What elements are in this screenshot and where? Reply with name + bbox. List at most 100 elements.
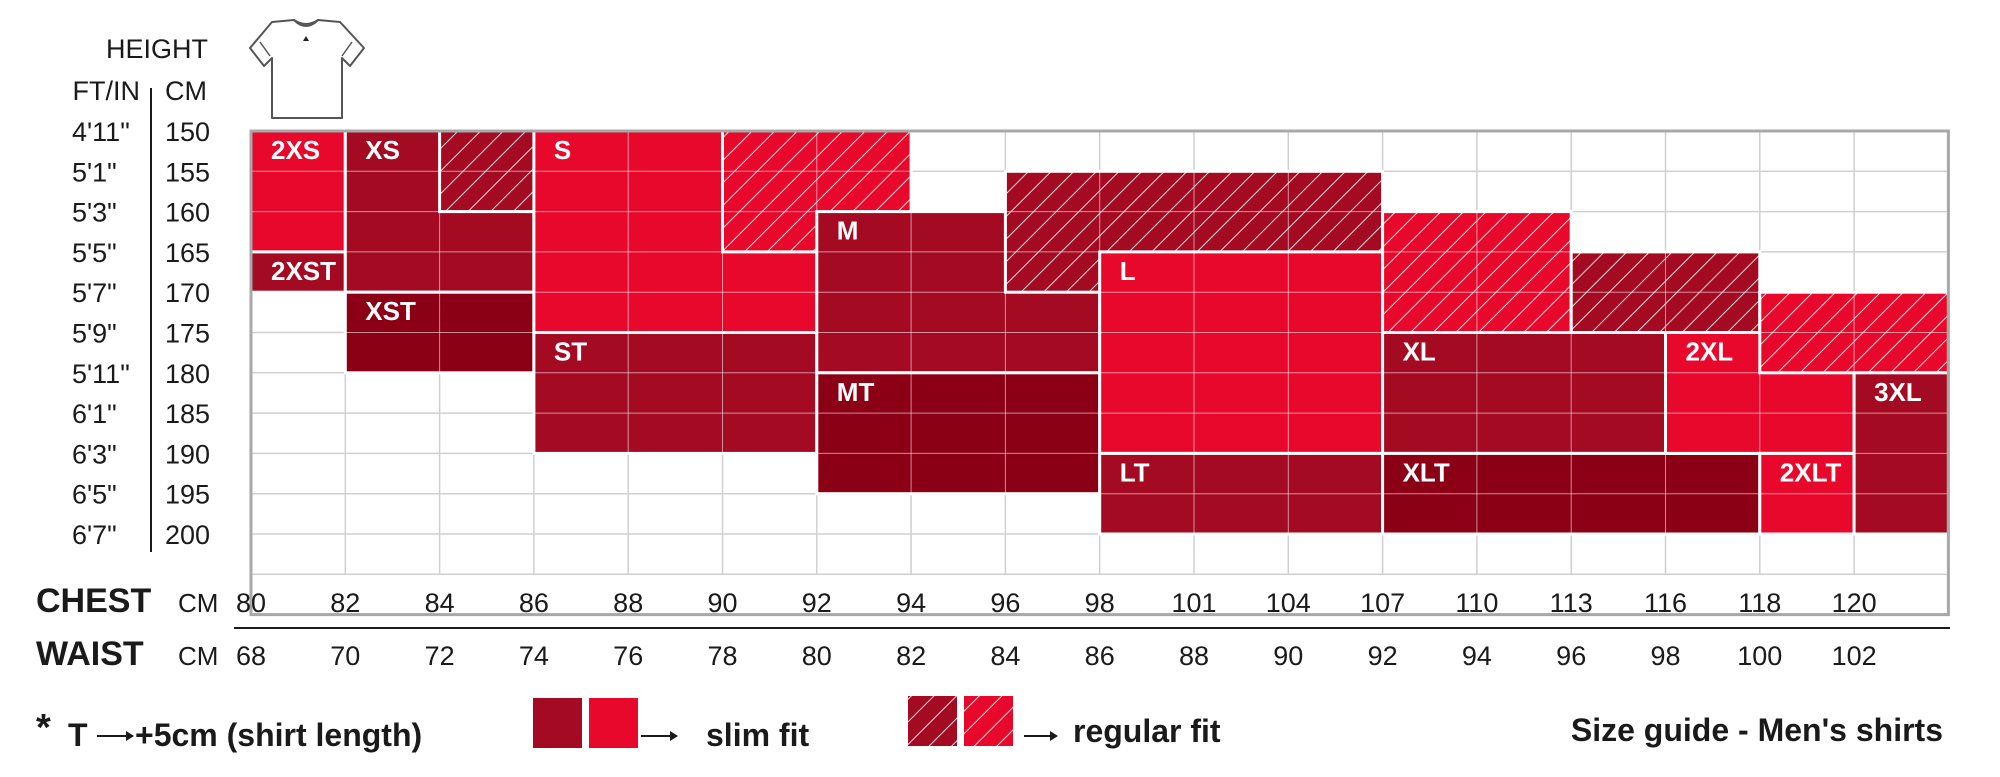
waist-tick-label: 74 <box>519 641 549 671</box>
height-ftin-label: 5'1" <box>72 157 117 187</box>
waist-tick-label: 88 <box>1179 641 1209 671</box>
size-label-st: ST <box>554 337 587 367</box>
height-cm-label: 160 <box>165 198 210 228</box>
legend-slim: slim fit <box>533 698 809 753</box>
chest-tick-label: 104 <box>1266 588 1311 618</box>
size-labels: 2XS 2XST XS XST S ST M MT L LT XL XLT 2XL 2XLT 3XL <box>271 135 1922 487</box>
waist-tick-label: 102 <box>1832 641 1877 671</box>
height-cm-label: 170 <box>165 278 210 308</box>
waist-tick-label: 96 <box>1556 641 1586 671</box>
chest-tick-label: 116 <box>1644 588 1687 618</box>
height-ftin-label: 6'5" <box>72 480 117 510</box>
size-block-xlt-slim <box>1381 451 1762 536</box>
height-cm-label: 185 <box>165 399 210 429</box>
shirt-icon <box>249 19 365 119</box>
size-label-l: L <box>1120 256 1136 286</box>
height-ftin-label: 5'7" <box>72 278 117 308</box>
chest-tick-label: 120 <box>1832 588 1877 618</box>
size-block-2xl-regular <box>1758 290 1950 375</box>
chest-tick-label: 84 <box>425 588 455 618</box>
waist-ticks: 68 70 72 74 76 78 80 82 84 86 88 90 92 94 96 98 100 102 <box>236 641 1877 671</box>
chest-label: CHEST <box>36 582 151 620</box>
size-label-2xst: 2XST <box>271 256 336 286</box>
height-labels: 4'11" 5'1" 5'3" 5'5" 5'7" 5'9" 5'11" 6'1" 6'3" 6'… <box>72 117 210 550</box>
waist-tick-label: 86 <box>1085 641 1115 671</box>
height-ftin-label: 5'5" <box>72 238 117 268</box>
height-ftin-label: 4'11" <box>72 117 130 147</box>
size-label-m: M <box>837 216 859 246</box>
chart-title: Size guide - Men's shirts <box>1571 712 1943 748</box>
height-ftin-label: 5'9" <box>72 319 117 349</box>
chest-tick-label: 98 <box>1085 588 1115 618</box>
waist-tick-label: 92 <box>1368 641 1398 671</box>
legend-slim-dark-swatch <box>533 698 582 748</box>
height-cm-label: 155 <box>165 157 210 187</box>
chest-tick-label: 88 <box>613 588 643 618</box>
size-block-l-slim <box>1098 250 1385 455</box>
chest-tick-label: 118 <box>1738 588 1781 618</box>
size-label-2xl: 2XL <box>1686 337 1734 367</box>
height-ftin-label: 6'7" <box>72 520 117 550</box>
size-label-lt: LT <box>1120 457 1150 487</box>
waist-tick-label: 84 <box>990 641 1020 671</box>
size-block-l-regular <box>1381 210 1573 335</box>
legend-regular: regular fit <box>908 696 1221 749</box>
waist-label: WAIST <box>36 635 144 673</box>
chart-frame <box>249 129 1950 617</box>
height-cm-label: 195 <box>165 480 210 510</box>
height-ftin-label: 6'3" <box>72 439 117 469</box>
height-ftin-label: 5'11" <box>72 359 130 389</box>
size-block-2xlt-slim <box>1758 451 1856 536</box>
size-block-lt-slim <box>1098 451 1385 536</box>
chest-tick-label: 101 <box>1171 588 1216 618</box>
size-label-mt: MT <box>837 377 875 407</box>
waist-tick-label: 70 <box>330 641 360 671</box>
waist-tick-label: 80 <box>802 641 832 671</box>
height-cm-label: 190 <box>165 439 210 469</box>
height-cm-label: 150 <box>165 117 210 147</box>
arrow-icon <box>1024 731 1058 741</box>
height-cm-label: 175 <box>165 319 210 349</box>
arrow-icon <box>641 731 678 741</box>
waist-tick-label: 90 <box>1273 641 1303 671</box>
size-block-3xl-slim <box>1852 371 1950 536</box>
chest-tick-label: 110 <box>1455 588 1498 618</box>
size-label-xl: XL <box>1403 337 1436 367</box>
size-block-xl-regular <box>1569 250 1762 334</box>
waist-tick-label: 100 <box>1737 641 1782 671</box>
height-cm-label: 165 <box>165 238 210 268</box>
height-header: HEIGHT <box>106 34 208 64</box>
size-block-xl-slim <box>1381 331 1667 455</box>
chest-unit: CM <box>178 588 218 618</box>
chest-tick-label: 107 <box>1360 588 1405 618</box>
chest-tick-label: 80 <box>236 588 266 618</box>
size-blocks <box>249 129 1950 536</box>
note-text: +5cm (shirt length) <box>135 717 422 753</box>
height-cm-label: 180 <box>165 359 210 389</box>
size-label-xlt: XLT <box>1403 457 1450 487</box>
waist-tick-label: 72 <box>425 641 455 671</box>
height-ftin-label: 6'1" <box>72 399 117 429</box>
waist-tick-label: 98 <box>1650 641 1680 671</box>
height-ftin-label: 5'3" <box>72 198 117 228</box>
size-label-3xl: 3XL <box>1874 377 1922 407</box>
height-cm-label: 200 <box>165 520 210 550</box>
legend-slim-label: slim fit <box>706 717 809 753</box>
waist-tick-label: 82 <box>896 641 926 671</box>
waist-unit: CM <box>178 641 218 671</box>
note-letter: T <box>68 717 88 753</box>
waist-tick-label: 68 <box>236 641 266 671</box>
size-block-xst-slim <box>343 290 536 375</box>
chest-tick-label: 92 <box>802 588 832 618</box>
chest-tick-label: 90 <box>707 588 737 618</box>
chest-tick-label: 113 <box>1550 588 1593 618</box>
waist-tick-label: 94 <box>1462 641 1492 671</box>
chest-ticks: 80 82 84 86 88 90 92 94 96 98 101 104 107 110 113 116 11… <box>236 588 1877 618</box>
height-unit-ftin: FT/IN <box>73 76 141 106</box>
chest-tick-label: 94 <box>896 588 926 618</box>
arrow-icon <box>97 731 134 741</box>
size-label-s: S <box>554 135 571 165</box>
size-block-st-slim <box>532 331 819 455</box>
size-label-2xlt: 2XLT <box>1780 457 1842 487</box>
